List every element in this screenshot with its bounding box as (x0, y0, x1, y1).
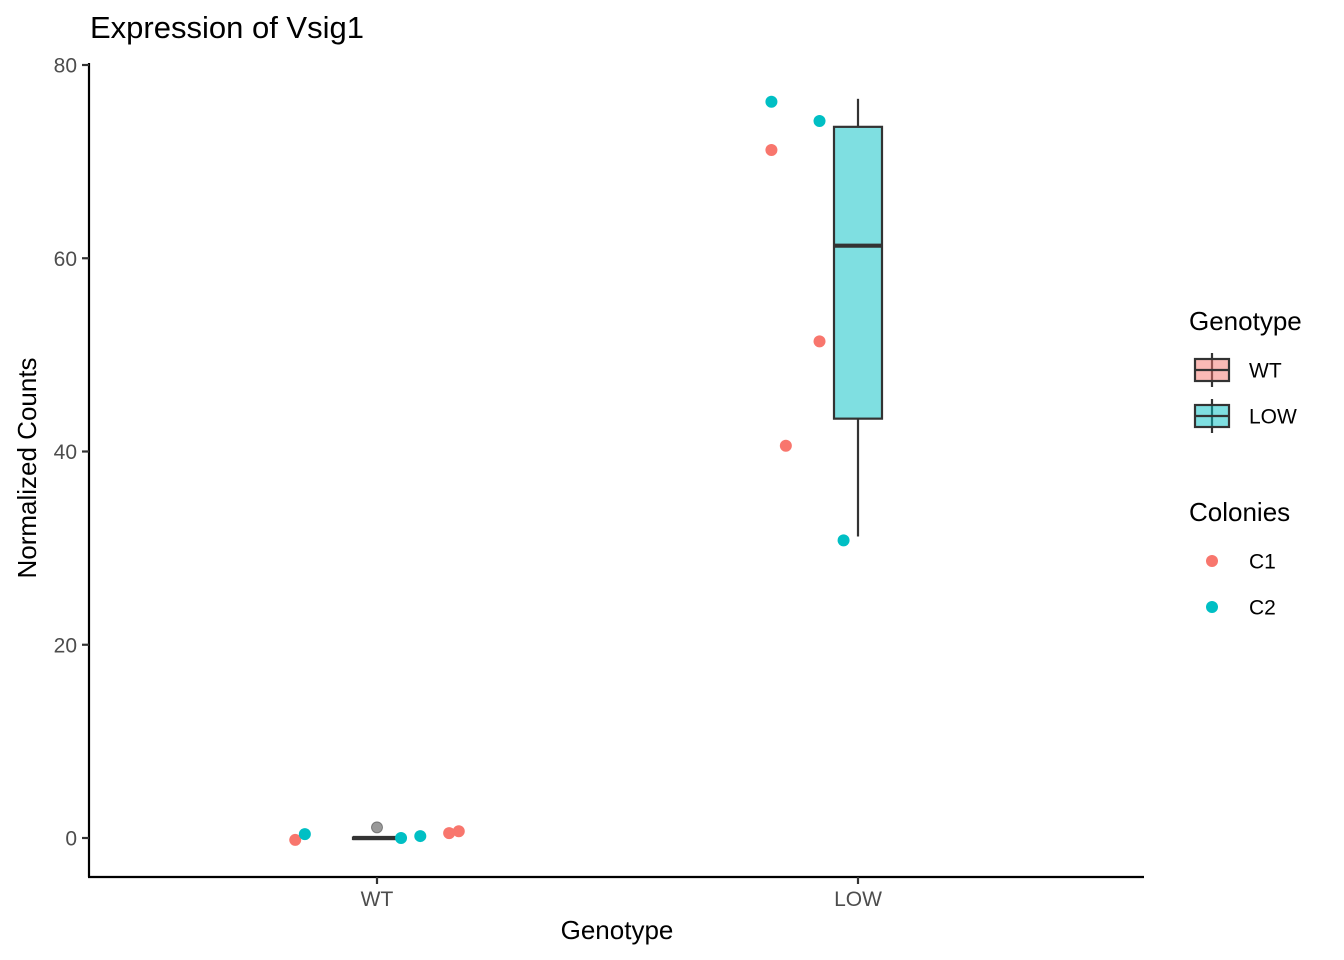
legend-label: WT (1249, 360, 1282, 383)
legend-title: Genotype (1189, 306, 1302, 336)
legend-colonies: Colonies C1 C2 (1189, 497, 1290, 620)
x-axis-title: Genotype (561, 915, 674, 945)
data-point-c2 (414, 830, 427, 843)
chart-title: Expression of Vsig1 (90, 10, 364, 45)
data-point-c2 (837, 534, 850, 547)
y-tick-label: 40 (54, 441, 77, 464)
y-tick-label: 20 (54, 634, 77, 657)
legend-key-point (1206, 601, 1218, 613)
box-low (832, 98, 884, 537)
legend-entry-c2: C2 (1206, 597, 1276, 620)
data-point-c2 (395, 832, 408, 844)
y-tick-label: 80 (54, 55, 77, 78)
y-axis-title: Normalized Counts (12, 357, 42, 578)
data-point-c1 (443, 827, 456, 840)
data-point-c1 (452, 825, 465, 838)
y-tick-label: 60 (54, 248, 77, 271)
legend-label: LOW (1249, 406, 1297, 429)
box-body (832, 125, 884, 420)
data-point-c1 (779, 439, 792, 452)
data-point-c2 (298, 828, 311, 841)
plot-area (289, 95, 884, 846)
legend-entry-wt: WT (1193, 353, 1282, 387)
data-point-c1 (813, 335, 826, 348)
data-point-c1 (289, 833, 302, 846)
data-point-c2 (765, 95, 778, 108)
x-ticks: WT LOW (361, 877, 882, 911)
legend-key-point (1206, 555, 1218, 567)
box-wt (351, 821, 403, 841)
legend-title: Colonies (1189, 497, 1290, 527)
y-ticks: 0 20 40 60 80 (54, 55, 89, 851)
data-point-c1 (765, 144, 778, 157)
box-outlier (371, 821, 383, 834)
legend-label: C1 (1249, 551, 1276, 574)
legend-entry-low: LOW (1193, 399, 1297, 433)
y-tick-label: 0 (65, 828, 77, 851)
legend-genotype: Genotype WT LOW (1189, 306, 1302, 433)
x-tick-label: WT (361, 888, 394, 911)
legend-label: C2 (1249, 597, 1276, 620)
legends: Genotype WT LOW Colonies C1 C2 (1189, 306, 1302, 620)
x-tick-label: LOW (834, 888, 882, 911)
data-point-c2 (813, 115, 826, 128)
legend-entry-c1: C1 (1206, 551, 1276, 574)
axes (87, 63, 1144, 879)
